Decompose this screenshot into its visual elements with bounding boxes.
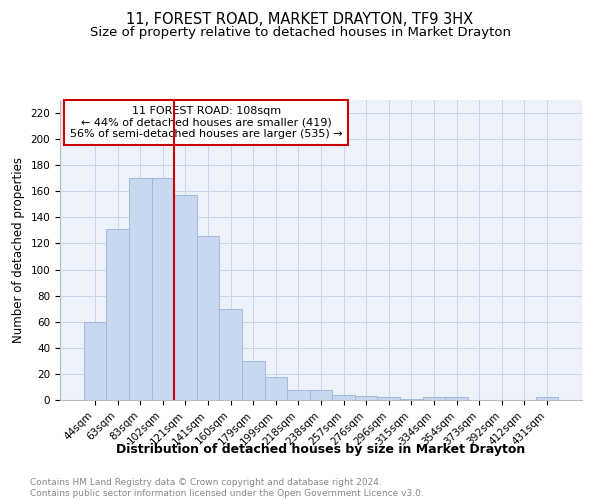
Bar [84,322,106,400]
Bar [242,361,265,400]
Text: Distribution of detached houses by size in Market Drayton: Distribution of detached houses by size … [116,442,526,456]
Bar [536,398,558,400]
Bar [422,398,445,400]
Bar [265,376,287,400]
Bar [174,195,197,400]
Bar [197,236,220,400]
Bar [445,398,468,400]
Text: 11 FOREST ROAD: 108sqm
← 44% of detached houses are smaller (419)
56% of semi-de: 11 FOREST ROAD: 108sqm ← 44% of detached… [70,106,343,139]
Bar [106,229,129,400]
Text: Contains HM Land Registry data © Crown copyright and database right 2024.
Contai: Contains HM Land Registry data © Crown c… [30,478,424,498]
Bar [400,398,422,400]
Bar [310,390,332,400]
Bar [287,390,310,400]
Bar [377,398,400,400]
Bar [220,308,242,400]
Text: Size of property relative to detached houses in Market Drayton: Size of property relative to detached ho… [89,26,511,39]
Bar [129,178,152,400]
Bar [332,395,355,400]
Bar [355,396,377,400]
Text: 11, FOREST ROAD, MARKET DRAYTON, TF9 3HX: 11, FOREST ROAD, MARKET DRAYTON, TF9 3HX [127,12,473,28]
Y-axis label: Number of detached properties: Number of detached properties [12,157,25,343]
Bar [152,178,174,400]
